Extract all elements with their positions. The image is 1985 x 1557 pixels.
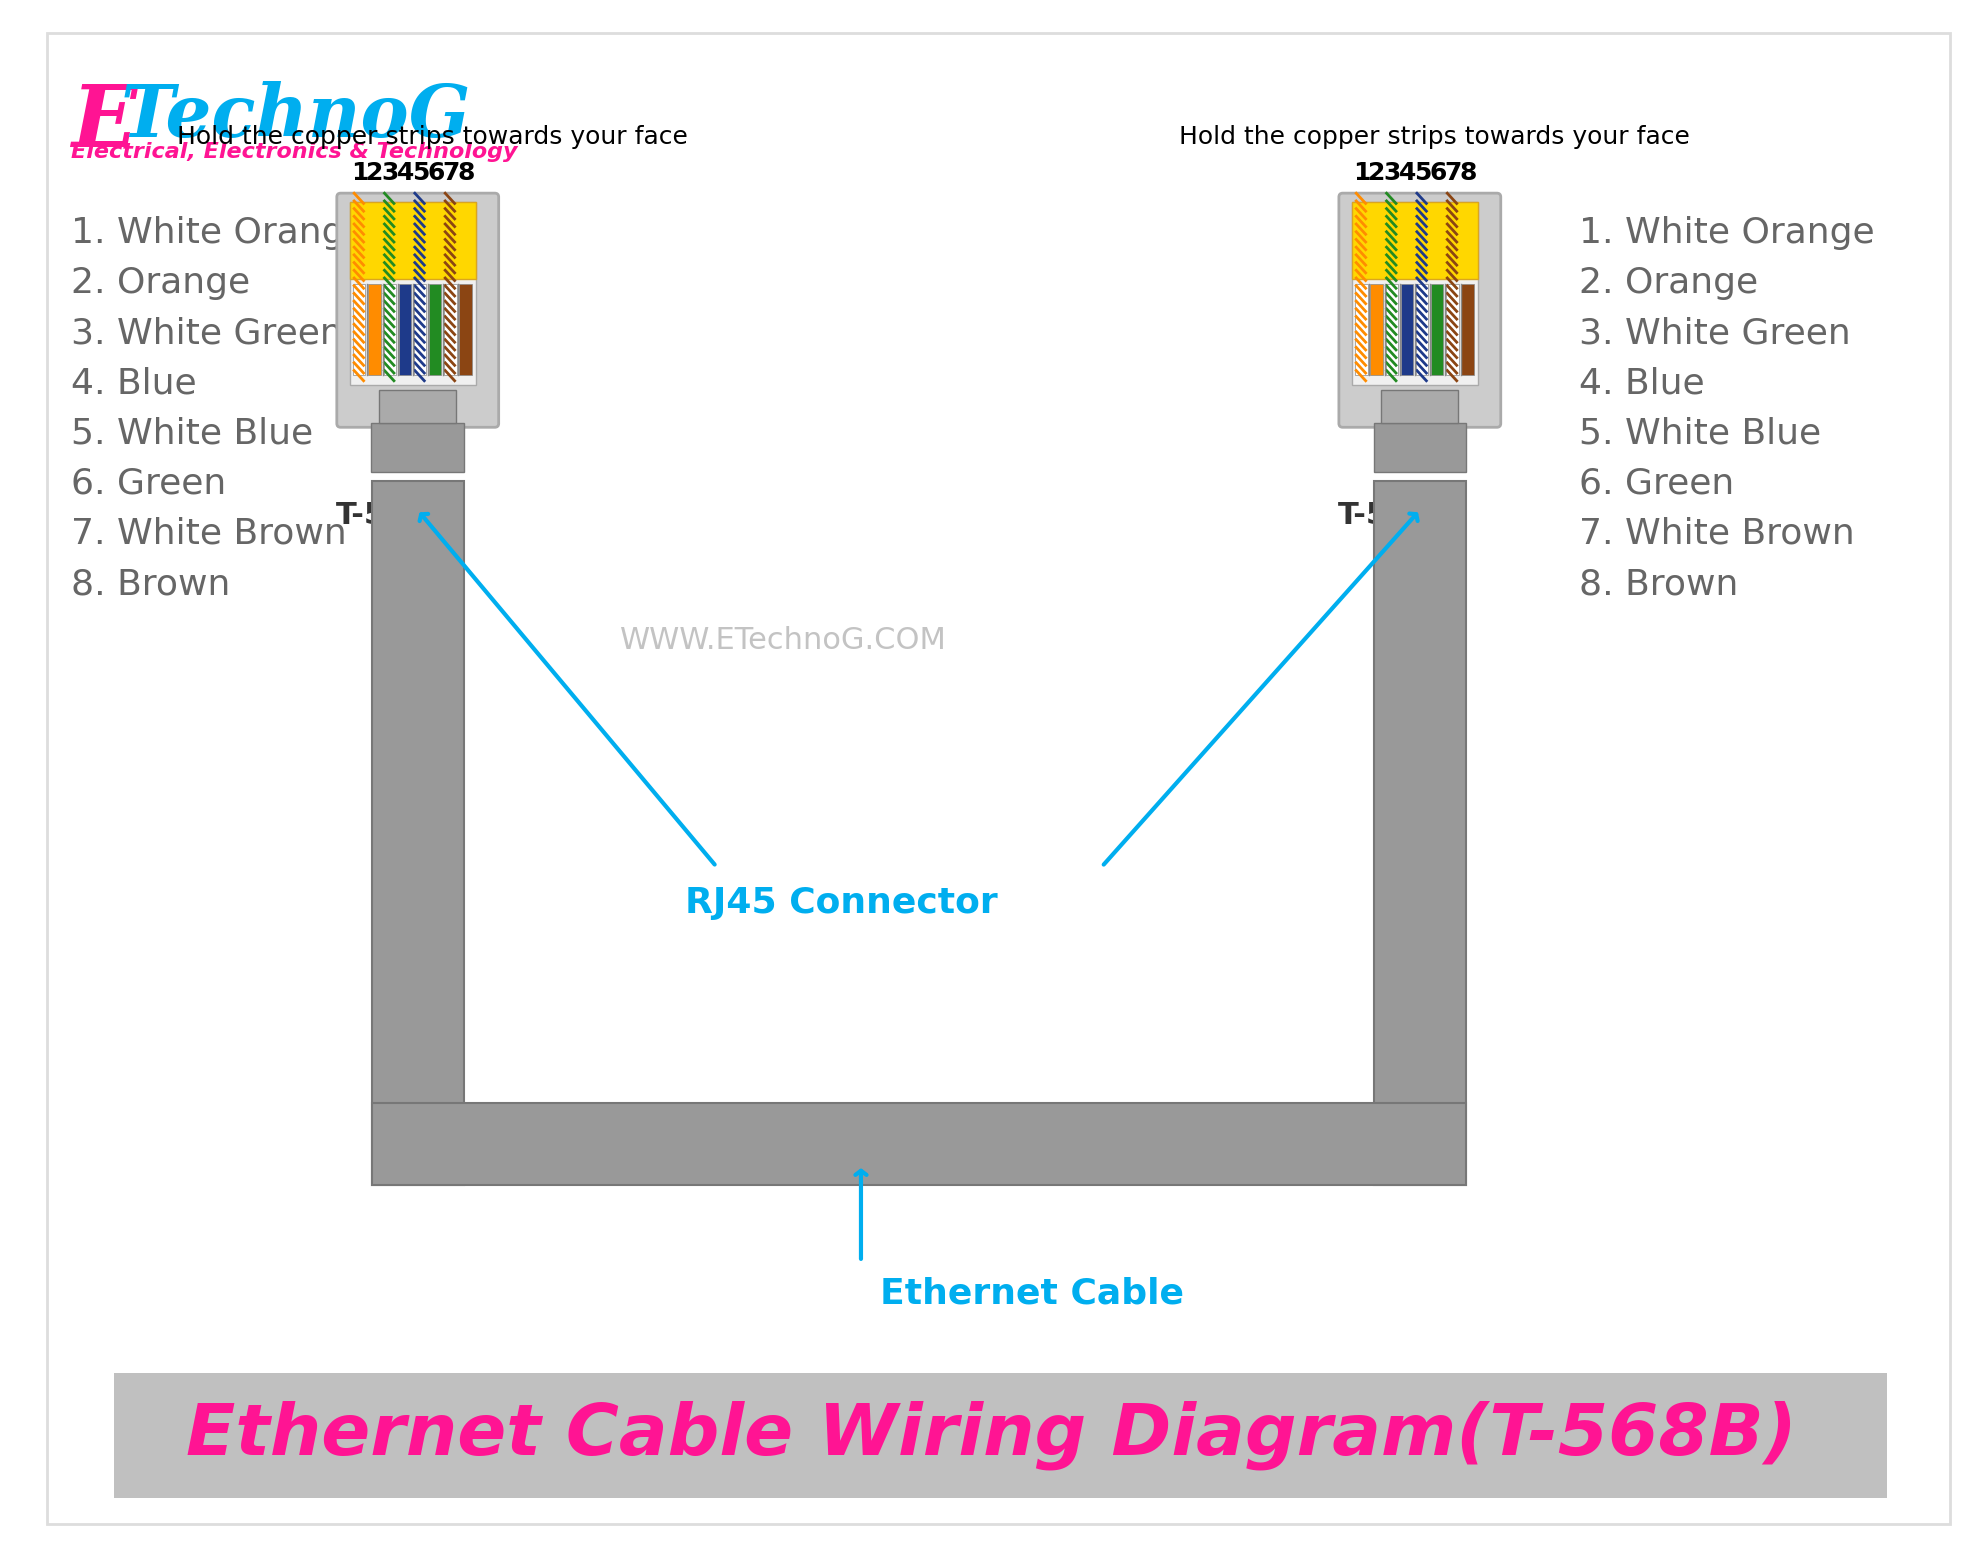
- Bar: [1431, 283, 1443, 375]
- Text: 5: 5: [411, 162, 429, 185]
- Bar: [1401, 283, 1413, 375]
- Text: 1. White Orange: 1. White Orange: [1578, 216, 1874, 251]
- Text: 2: 2: [1368, 162, 1386, 185]
- Bar: [1386, 283, 1397, 375]
- Bar: [349, 202, 476, 279]
- FancyBboxPatch shape: [1340, 193, 1501, 427]
- Text: 7. White Brown: 7. White Brown: [1578, 517, 1854, 551]
- Bar: [379, 389, 457, 424]
- Text: 8. Brown: 8. Brown: [71, 567, 230, 601]
- Bar: [1374, 481, 1465, 1185]
- Text: 5. White Blue: 5. White Blue: [1578, 417, 1820, 450]
- Text: 3. White Green: 3. White Green: [1578, 316, 1850, 350]
- Bar: [1415, 283, 1429, 375]
- Text: 3: 3: [1384, 162, 1401, 185]
- Text: 5. White Blue: 5. White Blue: [71, 417, 314, 450]
- Text: Hold the copper strips towards your face: Hold the copper strips towards your face: [1179, 125, 1689, 149]
- Bar: [383, 283, 395, 375]
- Bar: [1370, 283, 1384, 375]
- Bar: [369, 283, 381, 375]
- Bar: [115, 1373, 1888, 1498]
- Bar: [349, 202, 476, 385]
- Text: 6: 6: [1429, 162, 1447, 185]
- Text: Ethernet Cable Wiring Diagram(T-568B): Ethernet Cable Wiring Diagram(T-568B): [187, 1400, 1796, 1470]
- Bar: [371, 424, 464, 472]
- Text: 2: 2: [367, 162, 383, 185]
- Bar: [459, 283, 472, 375]
- Text: 1: 1: [351, 162, 369, 185]
- Bar: [371, 1102, 1465, 1185]
- Text: 5: 5: [1413, 162, 1431, 185]
- Text: E: E: [71, 81, 137, 165]
- Text: 6. Green: 6. Green: [71, 467, 226, 501]
- Text: RJ45 Connector: RJ45 Connector: [685, 886, 998, 920]
- Bar: [353, 283, 365, 375]
- Bar: [1356, 283, 1368, 375]
- Text: 8: 8: [1459, 162, 1477, 185]
- Text: 4: 4: [1399, 162, 1415, 185]
- Bar: [1352, 202, 1477, 385]
- Text: Ethernet Cable: Ethernet Cable: [879, 1277, 1185, 1309]
- Bar: [1352, 202, 1477, 279]
- Bar: [429, 283, 441, 375]
- FancyBboxPatch shape: [337, 193, 498, 427]
- Text: 1. White Orange: 1. White Orange: [71, 216, 367, 251]
- Text: T-568B: T-568B: [335, 500, 453, 529]
- Text: 3: 3: [381, 162, 399, 185]
- Text: Hold the copper strips towards your face: Hold the copper strips towards your face: [177, 125, 687, 149]
- Text: 6. Green: 6. Green: [1578, 467, 1735, 501]
- Text: 4: 4: [397, 162, 415, 185]
- Bar: [371, 481, 464, 1185]
- Text: 2. Orange: 2. Orange: [1578, 266, 1759, 301]
- Text: 4. Blue: 4. Blue: [71, 366, 197, 400]
- Text: 7. White Brown: 7. White Brown: [71, 517, 347, 551]
- Text: 7: 7: [443, 162, 461, 185]
- Bar: [415, 283, 427, 375]
- Text: WWW.ETechnoG.COM: WWW.ETechnoG.COM: [619, 626, 947, 655]
- Text: TechnoG: TechnoG: [121, 81, 472, 153]
- Bar: [1447, 283, 1459, 375]
- Text: 1: 1: [1354, 162, 1370, 185]
- Bar: [1374, 424, 1467, 472]
- Text: Electrical, Electronics & Technology: Electrical, Electronics & Technology: [71, 142, 518, 162]
- Text: 6: 6: [427, 162, 445, 185]
- Text: 7: 7: [1445, 162, 1461, 185]
- Text: 2. Orange: 2. Orange: [71, 266, 250, 301]
- Bar: [1382, 389, 1459, 424]
- Text: 8. Brown: 8. Brown: [1578, 567, 1739, 601]
- Text: 8: 8: [457, 162, 474, 185]
- Text: 3. White Green: 3. White Green: [71, 316, 343, 350]
- Bar: [1461, 283, 1473, 375]
- Bar: [399, 283, 411, 375]
- Text: 4. Blue: 4. Blue: [1578, 366, 1705, 400]
- Text: T-568B: T-568B: [1338, 500, 1453, 529]
- Bar: [445, 283, 457, 375]
